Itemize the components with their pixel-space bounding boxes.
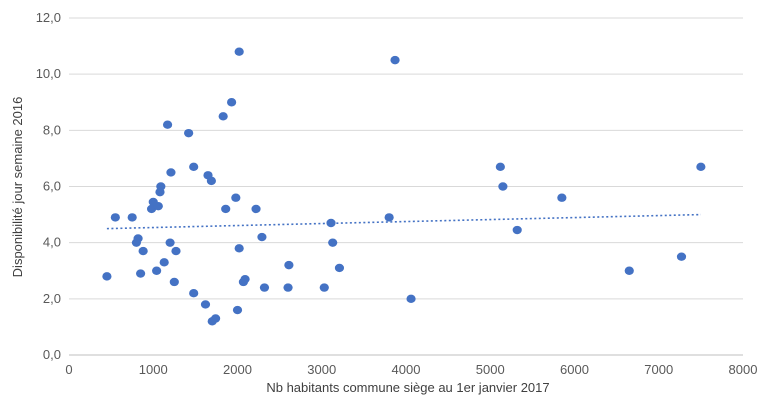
trendline: [106, 213, 701, 230]
data-point: [159, 258, 169, 267]
gridlines: [69, 17, 743, 300]
x-tick-label: 5000: [476, 362, 505, 377]
y-tick-label: 4,0: [43, 235, 61, 250]
tick-labels: 0,0 2,0 4,0 6,0 8,0 10,0 12,0 0 1000 2000 3000 4000…: [36, 10, 758, 377]
data-point: [240, 274, 250, 284]
x-tick-label: 0: [65, 362, 72, 377]
data-point: [259, 283, 270, 292]
y-tick-label: 0,0: [43, 347, 61, 362]
x-tick-label: 8000: [729, 362, 758, 377]
data-points: [102, 47, 706, 326]
data-point: [676, 252, 687, 261]
data-point: [624, 266, 634, 275]
data-point: [102, 272, 112, 281]
data-point: [495, 162, 505, 172]
data-point: [498, 182, 508, 191]
data-point: [227, 98, 237, 107]
data-point: [127, 213, 137, 222]
data-point: [156, 182, 166, 191]
x-tick-label: 6000: [560, 362, 589, 377]
data-point: [284, 260, 294, 270]
data-point: [696, 162, 706, 172]
y-tick-label: 10,0: [36, 66, 61, 81]
data-point: [138, 246, 148, 256]
data-point: [221, 204, 231, 214]
data-point: [557, 193, 567, 202]
data-point: [257, 232, 267, 242]
data-point: [234, 244, 244, 253]
data-point: [184, 128, 194, 138]
data-point: [328, 238, 338, 247]
x-tick-label: 7000: [644, 362, 673, 377]
trendline-group: [106, 213, 701, 230]
data-point: [152, 266, 162, 275]
data-point: [283, 283, 293, 292]
data-point: [206, 176, 216, 186]
y-axis-title: Disponibilité jour semaine 2016: [10, 97, 25, 278]
x-tick-label: 2000: [223, 362, 252, 377]
data-point: [384, 213, 394, 222]
data-point: [166, 168, 176, 177]
y-tick-label: 6,0: [43, 179, 61, 194]
data-point: [406, 294, 416, 304]
y-tick-label: 12,0: [36, 10, 61, 25]
data-point: [153, 201, 163, 211]
data-point: [390, 55, 400, 65]
data-point: [326, 218, 336, 228]
data-point: [165, 238, 175, 247]
x-tick-label: 4000: [392, 362, 421, 377]
data-point: [200, 300, 211, 309]
data-point: [169, 277, 179, 287]
data-point: [319, 283, 329, 292]
data-point: [162, 120, 173, 129]
data-point: [133, 234, 143, 243]
x-tick-label: 1000: [139, 362, 168, 377]
data-point: [110, 213, 120, 222]
data-point: [251, 204, 261, 214]
data-point: [234, 47, 244, 56]
x-tick-label: 3000: [307, 362, 336, 377]
y-tick-label: 8,0: [43, 122, 61, 137]
data-point: [189, 289, 199, 298]
data-point: [334, 263, 345, 273]
data-point: [512, 225, 522, 235]
y-tick-label: 2,0: [43, 291, 61, 306]
data-point: [189, 162, 199, 172]
data-point: [136, 269, 146, 278]
data-point: [218, 112, 228, 121]
x-axis-title: Nb habitants commune siège au 1er janvie…: [266, 380, 549, 395]
data-point: [232, 305, 243, 315]
data-point: [231, 193, 241, 202]
data-point: [171, 246, 181, 256]
data-point: [210, 314, 221, 323]
